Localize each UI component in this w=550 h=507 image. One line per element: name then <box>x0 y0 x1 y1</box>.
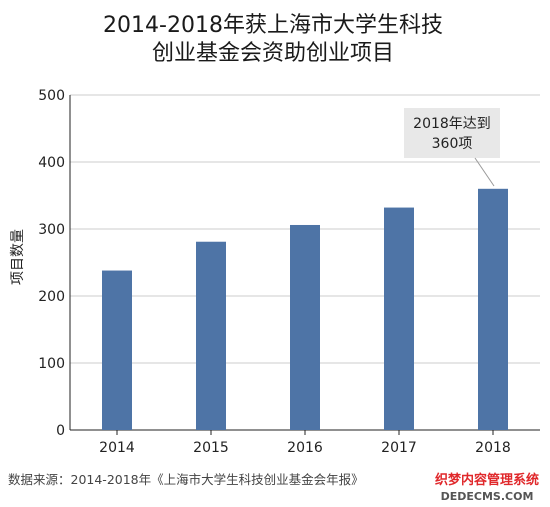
annotation-callout: 2018年达到 360项 <box>404 108 500 187</box>
chart-title-line-1: 2014-2018年获上海市大学生科技 <box>103 13 443 38</box>
bar-2014 <box>102 270 132 430</box>
x-tick-label-2014: 2014 <box>99 440 135 456</box>
y-tick-label: 0 <box>56 423 65 439</box>
watermark-cn: 织梦内容管理系统 <box>435 472 539 488</box>
y-tick-labels: 0 100 200 300 400 500 <box>38 88 65 439</box>
y-tick-label: 300 <box>38 222 65 238</box>
bar-2015 <box>196 241 226 430</box>
annotation-line-1: 2018年达到 <box>413 116 491 132</box>
watermark-en: DEDECMS.COM <box>441 490 534 503</box>
y-tick-label: 100 <box>38 356 65 372</box>
x-tick-label-2017: 2017 <box>381 440 417 456</box>
x-tick-labels: 2014 2015 2016 2017 2018 <box>99 440 511 456</box>
source-note: 数据来源：2014-2018年《上海市大学生科技创业基金会年报》 <box>8 472 364 487</box>
y-axis-label: 项目数量 <box>10 229 26 285</box>
x-tick-label-2016: 2016 <box>287 440 323 456</box>
y-tick-label: 200 <box>38 289 65 305</box>
bar-2016 <box>290 224 320 430</box>
bar-2017 <box>384 207 414 430</box>
x-tick-label-2015: 2015 <box>193 440 229 456</box>
x-tick-label-2018: 2018 <box>475 440 511 456</box>
y-tick-label: 400 <box>38 155 65 171</box>
y-tick-label: 500 <box>38 88 65 104</box>
annotation-line-2: 360项 <box>432 136 473 152</box>
annotation-box <box>404 108 500 158</box>
watermark: 织梦内容管理系统 DEDECMS.COM <box>435 472 539 503</box>
annotation-pointer <box>474 157 495 187</box>
bar-2018 <box>478 188 508 430</box>
bars <box>102 188 508 430</box>
chart-title-line-2: 创业基金会资助创业项目 <box>152 41 394 66</box>
